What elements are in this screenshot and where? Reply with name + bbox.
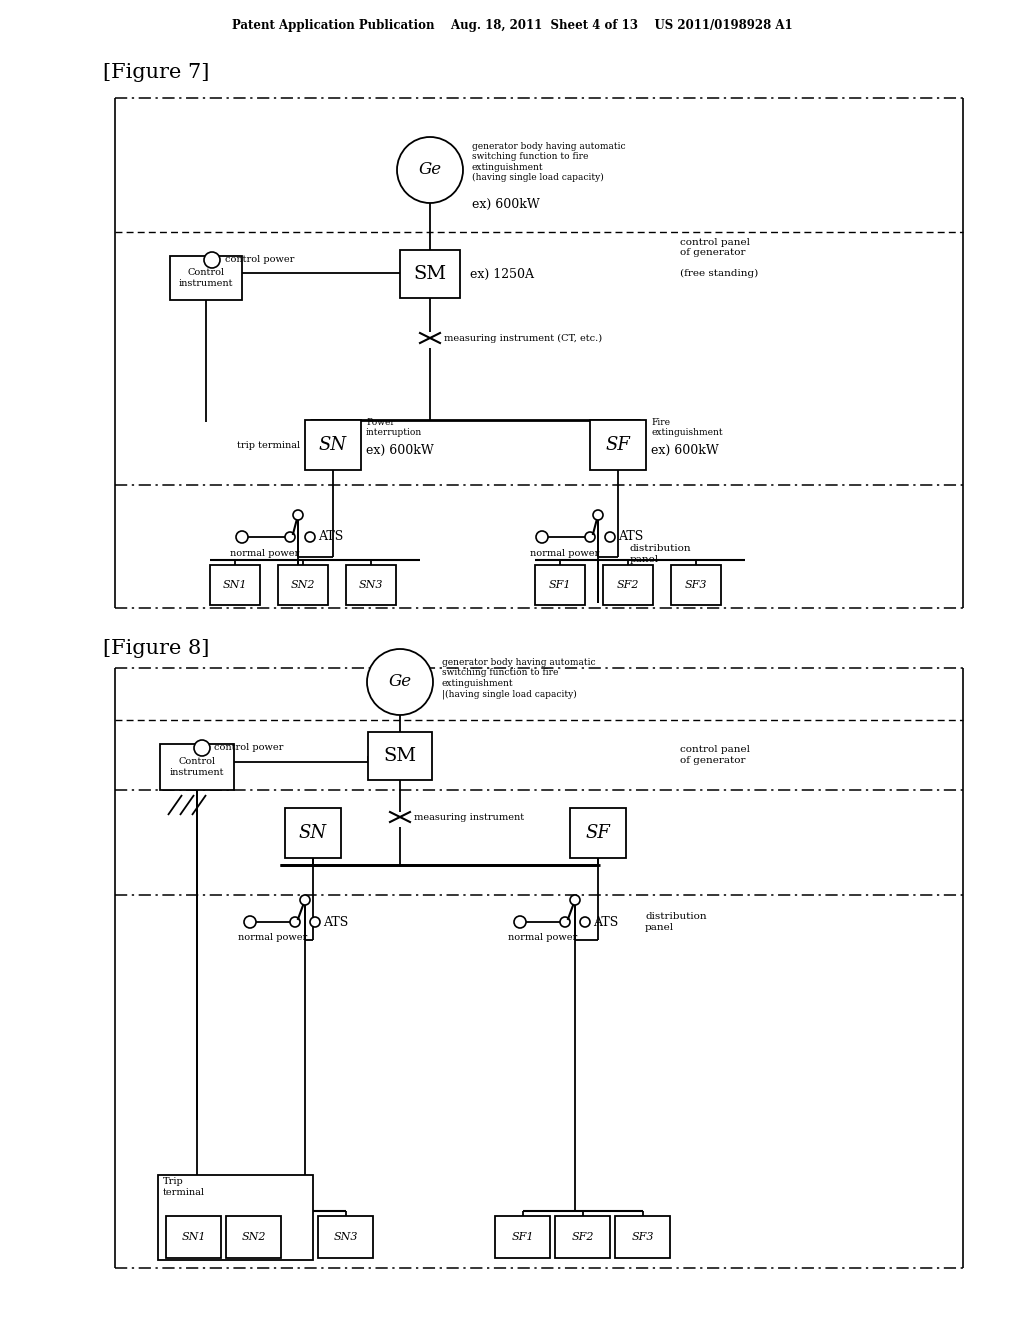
Text: normal power: normal power [238,933,307,942]
Text: normal power: normal power [508,933,578,942]
Circle shape [536,531,548,543]
Bar [535,565,585,605]
Text: Control
instrument: Control instrument [170,758,224,776]
Bar [570,808,626,858]
Text: SN2: SN2 [242,1232,266,1242]
Text: ex) 1250A: ex) 1250A [470,268,534,281]
Circle shape [593,510,603,520]
Bar [210,565,260,605]
Text: Fire
extinguishment: Fire extinguishment [651,418,723,437]
Text: SM: SM [414,265,446,282]
Text: trip terminal: trip terminal [237,441,300,450]
Bar [226,1216,281,1258]
Circle shape [397,137,463,203]
Bar [495,1216,550,1258]
Text: SN3: SN3 [358,579,383,590]
Text: SF2: SF2 [571,1232,594,1242]
Bar [285,808,341,858]
Text: control panel
of generator

(free standing): control panel of generator (free standin… [680,238,758,279]
Circle shape [244,916,256,928]
Text: [Figure 8]: [Figure 8] [103,639,209,657]
Bar [400,249,460,298]
Bar [615,1216,670,1258]
Circle shape [194,741,210,756]
Text: control power: control power [214,743,284,752]
Text: [Figure 7]: [Figure 7] [103,62,209,82]
Circle shape [514,916,526,928]
Text: SF1: SF1 [511,1232,534,1242]
Text: SN1: SN1 [181,1232,206,1242]
Bar [318,1216,373,1258]
Text: SM: SM [383,747,417,766]
Text: SF3: SF3 [685,579,708,590]
Text: SF: SF [586,824,610,842]
Circle shape [285,532,295,543]
Text: SN: SN [318,436,347,454]
Text: Ge: Ge [419,161,441,178]
Circle shape [367,649,433,715]
Circle shape [204,252,220,268]
Text: control panel
of generator: control panel of generator [680,746,750,764]
Text: normal power: normal power [530,549,599,558]
Circle shape [570,895,580,906]
Bar [590,420,646,470]
Circle shape [300,895,310,906]
Text: normal power: normal power [230,549,299,558]
Text: SF: SF [605,436,631,454]
Circle shape [560,917,570,927]
Bar [278,565,328,605]
Circle shape [236,531,248,543]
Bar [160,744,234,789]
Text: ex) 600kW: ex) 600kW [366,444,434,457]
Text: generator body having automatic
switching function to fire
extinguishment
(havin: generator body having automatic switchin… [472,143,626,182]
Circle shape [605,532,615,543]
Bar [555,1216,610,1258]
Circle shape [580,917,590,927]
Circle shape [290,917,300,927]
Circle shape [310,917,319,927]
Bar [170,256,242,300]
Text: Power
interruption: Power interruption [366,418,422,437]
Text: Trip
terminal: Trip terminal [163,1177,205,1197]
Text: ATS: ATS [618,531,643,544]
Text: ex) 600kW: ex) 600kW [472,198,540,210]
Bar [158,1175,313,1261]
Text: ATS: ATS [593,916,618,928]
Bar [603,565,653,605]
Text: SF3: SF3 [631,1232,653,1242]
Text: generator body having automatic
switching function to fire
extinguishment
|(havi: generator body having automatic switchin… [442,657,596,698]
Bar [368,733,432,780]
Text: ex) 600kW: ex) 600kW [651,444,719,457]
Text: SN2: SN2 [291,579,315,590]
Text: measuring instrument (CT, etc.): measuring instrument (CT, etc.) [444,334,602,343]
Text: distribution
panel: distribution panel [630,544,691,564]
Text: SN1: SN1 [223,579,247,590]
Circle shape [585,532,595,543]
Text: ATS: ATS [318,531,343,544]
Text: SF1: SF1 [549,579,571,590]
Bar [166,1216,221,1258]
Text: Ge: Ge [388,673,412,690]
Text: SN3: SN3 [333,1232,357,1242]
Text: control power: control power [225,256,294,264]
Circle shape [293,510,303,520]
Text: Control
instrument: Control instrument [179,268,233,288]
Bar [305,420,361,470]
Text: SF2: SF2 [616,579,639,590]
Bar [346,565,396,605]
Circle shape [305,532,315,543]
Text: distribution
panel: distribution panel [645,912,707,932]
Bar [671,565,721,605]
Text: ATS: ATS [323,916,348,928]
Text: measuring instrument: measuring instrument [414,813,524,821]
Text: Patent Application Publication    Aug. 18, 2011  Sheet 4 of 13    US 2011/019892: Patent Application Publication Aug. 18, … [231,18,793,32]
Text: SN: SN [299,824,327,842]
